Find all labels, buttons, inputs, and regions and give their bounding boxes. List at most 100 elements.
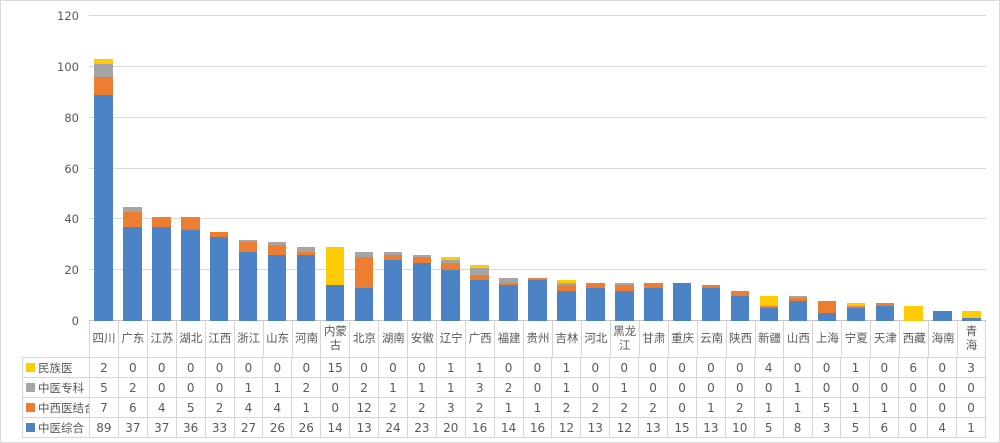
table-value-cell: 2 xyxy=(609,397,639,417)
table-value-cell: 12 xyxy=(349,397,379,417)
category-label: 天津 xyxy=(870,321,899,357)
gridline xyxy=(89,116,986,118)
table-value-cell: 0 xyxy=(406,357,436,377)
table-value-cell: 2 xyxy=(117,377,147,397)
bar-slot-云南 xyxy=(697,16,726,321)
table-value-cell: 33 xyxy=(204,417,234,437)
table-value-cell: 0 xyxy=(927,397,957,417)
bar-segment-中医综合 xyxy=(181,229,200,321)
bar-slot-黑龙江 xyxy=(610,16,639,321)
table-value-cell: 36 xyxy=(175,417,205,437)
x-axis-category-row: 四川 广东 江苏 湖北 江西 浙江 山东 河南 内蒙古 北京 湖南 安徽 辽宁 广西 福建 贵州 吉林 河北 黑龙江… xyxy=(89,321,986,357)
stacked-bar xyxy=(528,16,547,321)
bar-segment-民族医 xyxy=(441,257,460,261)
bar-segment-中医专科 xyxy=(499,277,518,283)
stacked-bar xyxy=(759,16,779,321)
table-value-cell: 1 xyxy=(233,377,263,397)
bar-segment-中西医结合 xyxy=(759,305,779,309)
legend-label: 中医专科 xyxy=(38,380,84,395)
bar-segment-中医综合 xyxy=(152,226,171,321)
table-value-cell: 0 xyxy=(667,397,696,417)
bar-segment-中西医结合 xyxy=(238,242,258,253)
bar-segment-民族医 xyxy=(846,303,866,306)
bar-segment-中医综合 xyxy=(730,295,750,321)
stacked-bar xyxy=(499,16,518,321)
bar-slot-山东 xyxy=(263,16,292,321)
table-value-cell: 13 xyxy=(638,417,668,437)
table-value-cell: 14 xyxy=(493,417,523,437)
bar-segment-中医专科 xyxy=(238,239,258,243)
table-value-cell: 1 xyxy=(464,357,494,377)
category-label: 江苏 xyxy=(146,321,176,357)
bar-segment-中医综合 xyxy=(123,226,142,321)
bar-slot-新疆 xyxy=(755,16,784,321)
stacked-bar xyxy=(586,16,605,321)
table-value-cell: 13 xyxy=(349,417,379,437)
table-value-cell: 2 xyxy=(349,377,379,397)
stacked-bar xyxy=(557,16,576,321)
table-value-cell: 2 xyxy=(204,397,234,417)
bar-slot-贵州 xyxy=(523,16,552,321)
table-value-cell: 0 xyxy=(175,377,205,397)
bar-segment-中医综合 xyxy=(470,280,489,321)
stacked-bar xyxy=(701,16,721,321)
table-value-cell: 8 xyxy=(782,417,812,437)
bar-slot-广西 xyxy=(465,16,494,321)
category-label: 贵州 xyxy=(523,321,552,357)
bar-slot-内蒙古 xyxy=(321,16,350,321)
category-label: 北京 xyxy=(349,321,378,357)
category-label: 上海 xyxy=(812,321,841,357)
gridline xyxy=(89,269,986,271)
bar-slot-辽宁 xyxy=(436,16,465,321)
table-value-cell: 1 xyxy=(262,377,292,397)
bar-segment-中医专科 xyxy=(557,282,576,286)
table-value-cell: 0 xyxy=(695,357,725,377)
bar-segment-中西医结合 xyxy=(441,262,460,271)
stacked-bar xyxy=(383,16,403,321)
table-value-cell: 0 xyxy=(869,357,899,377)
stacked-bar xyxy=(325,16,345,321)
table-value-cell: 0 xyxy=(204,357,234,377)
table-value-cell: 16 xyxy=(464,417,494,437)
table-value-cell: 0 xyxy=(175,357,205,377)
bar-slot-湖北 xyxy=(176,16,205,321)
table-value-cell: 15 xyxy=(320,357,350,377)
legend-cell-中医综合: 中医综合 xyxy=(22,417,89,437)
bar-slot-甘肃 xyxy=(639,16,668,321)
table-value-cell: 12 xyxy=(551,417,581,437)
bar-segment-中医综合 xyxy=(759,308,779,321)
table-value-cell: 0 xyxy=(638,357,668,377)
bar-segment-中医专科 xyxy=(412,254,432,258)
bar-segment-中医综合 xyxy=(846,308,866,321)
bar-segment-中医综合 xyxy=(644,287,663,321)
table-value-cell: 23 xyxy=(406,417,436,437)
table-value-cell: 0 xyxy=(753,377,783,397)
bar-segment-中医综合 xyxy=(296,254,316,321)
table-value-cell: 1 xyxy=(291,397,321,417)
table-value-cell: 0 xyxy=(724,377,754,397)
table-value-cell: 1 xyxy=(753,397,783,417)
bar-segment-中医综合 xyxy=(325,285,345,321)
bar-slot-上海 xyxy=(812,16,841,321)
legend-label: 中西医结合 xyxy=(38,400,89,415)
data-table: 民族医 2 0 0 0 0 0 0 0 15 0 0 0 1 1 0 0 1 0 0 0 0 0 0 4 0 0 1 0 6 0 3 中医专科 5… xyxy=(22,357,986,438)
table-value-cell: 0 xyxy=(320,377,350,397)
legend-swatch-icon xyxy=(26,403,35,412)
bar-segment-中西医结合 xyxy=(644,282,663,288)
category-label: 辽宁 xyxy=(436,321,465,357)
category-label: 西藏 xyxy=(899,321,928,357)
bar-segment-中医综合 xyxy=(615,290,634,321)
table-value-cell: 1 xyxy=(869,397,899,417)
legend-cell-中西医结合: 中西医结合 xyxy=(22,397,89,417)
bar-segment-中医综合 xyxy=(672,282,692,321)
bar-segment-中西医结合 xyxy=(730,290,750,296)
table-value-cell: 0 xyxy=(869,377,899,397)
y-tick-label: 120 xyxy=(57,9,79,23)
table-value-cell: 0 xyxy=(117,357,147,377)
table-value-cell: 1 xyxy=(406,377,436,397)
table-value-cell: 4 xyxy=(262,397,292,417)
category-label: 黑龙江 xyxy=(609,321,639,357)
category-label: 江西 xyxy=(204,321,234,357)
bars-container xyxy=(89,16,986,321)
